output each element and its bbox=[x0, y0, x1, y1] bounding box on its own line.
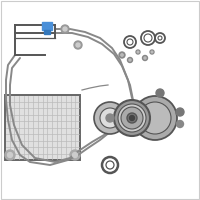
Circle shape bbox=[137, 51, 139, 53]
Circle shape bbox=[129, 59, 131, 61]
Circle shape bbox=[94, 102, 126, 134]
Circle shape bbox=[100, 108, 120, 128]
Circle shape bbox=[63, 27, 67, 31]
Circle shape bbox=[144, 57, 146, 59]
Circle shape bbox=[176, 108, 184, 116]
Circle shape bbox=[119, 52, 125, 58]
Bar bbox=[42, 22, 52, 30]
Circle shape bbox=[130, 116, 134, 120]
Circle shape bbox=[127, 113, 137, 123]
Circle shape bbox=[151, 51, 153, 53]
Circle shape bbox=[76, 43, 80, 47]
Circle shape bbox=[128, 58, 132, 62]
Circle shape bbox=[156, 89, 164, 97]
Circle shape bbox=[121, 54, 123, 56]
Circle shape bbox=[177, 120, 184, 128]
Circle shape bbox=[136, 50, 140, 54]
Circle shape bbox=[106, 114, 114, 122]
Circle shape bbox=[114, 100, 150, 136]
Circle shape bbox=[61, 25, 69, 33]
Circle shape bbox=[5, 150, 15, 160]
Circle shape bbox=[121, 107, 143, 129]
Ellipse shape bbox=[133, 96, 177, 140]
Circle shape bbox=[142, 55, 148, 60]
Circle shape bbox=[72, 152, 78, 158]
Bar bbox=[5, 95, 80, 160]
Circle shape bbox=[150, 50, 154, 54]
Circle shape bbox=[74, 41, 82, 49]
Bar bbox=[44, 30, 50, 34]
Circle shape bbox=[70, 150, 80, 160]
Circle shape bbox=[118, 104, 146, 132]
Circle shape bbox=[8, 152, 12, 158]
Circle shape bbox=[139, 102, 171, 134]
